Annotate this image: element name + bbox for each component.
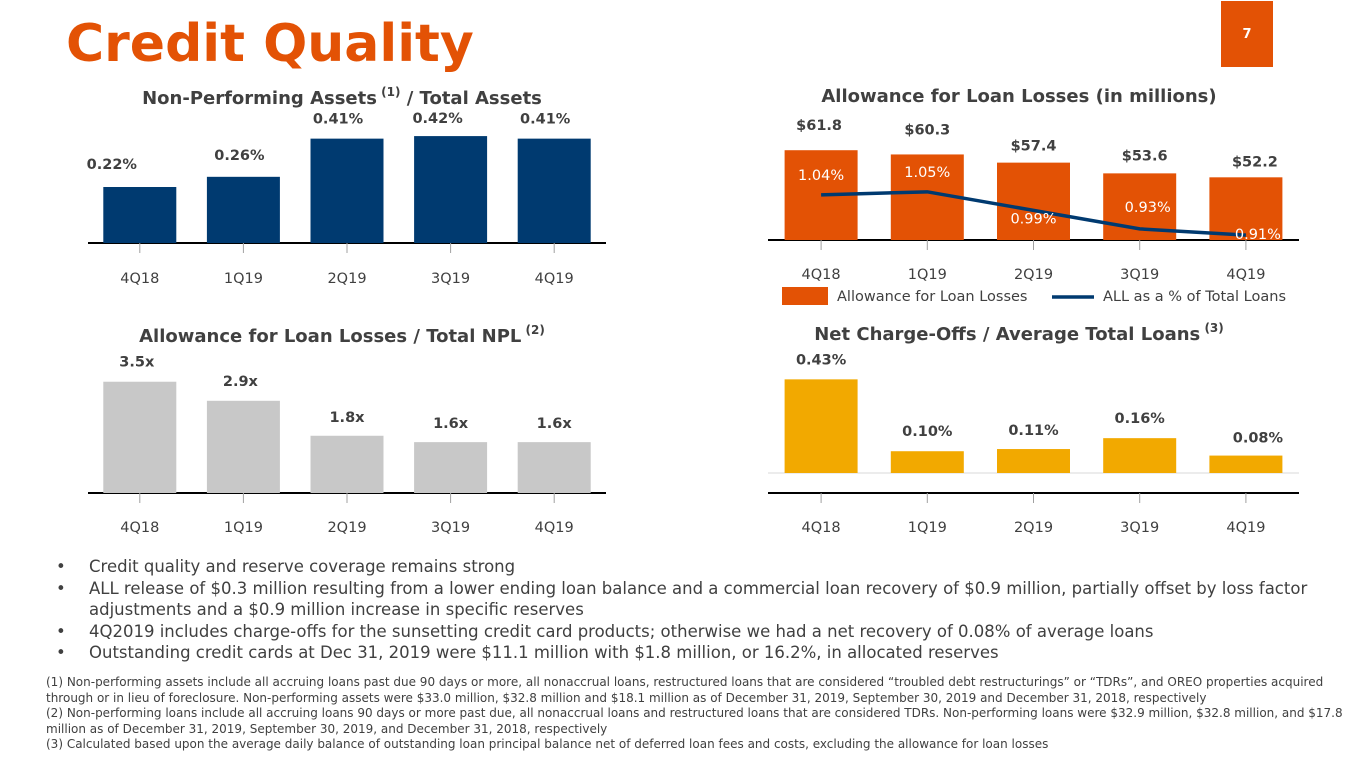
chart-title: Net Charge-Offs / Average Total Loans (3…: [814, 321, 1224, 345]
bar: [517, 138, 591, 243]
x-tick-label: 4Q18: [802, 267, 841, 283]
data-label: 1.6x: [433, 416, 469, 432]
x-tick-label: 2Q19: [1014, 267, 1053, 283]
bar: [310, 435, 384, 493]
data-label: $57.4: [1011, 139, 1057, 155]
x-tick-label: 4Q19: [1226, 520, 1265, 536]
x-tick-label: 4Q19: [1226, 267, 1265, 283]
x-tick-label: 3Q19: [431, 520, 470, 536]
bullet-item: Credit quality and reserve coverage rema…: [54, 556, 1344, 578]
line-data-label: 0.99%: [1010, 211, 1056, 227]
data-label: 0.22%: [87, 157, 138, 173]
legend-swatch-bar: [782, 287, 828, 305]
bar: [1209, 177, 1283, 240]
bar: [1103, 438, 1177, 473]
data-label: 1.6x: [537, 416, 573, 432]
chart-title: Allowance for Loan Losses / Total NPL (2…: [139, 323, 545, 347]
bullet-item: ALL release of $0.3 million resulting fr…: [54, 578, 1344, 621]
bar: [206, 176, 280, 243]
line-data-label: 1.04%: [798, 168, 844, 184]
data-label: 0.26%: [214, 148, 265, 164]
footnotes: (1) Non-performing assets include all ac…: [46, 675, 1346, 753]
data-label: 0.10%: [902, 424, 953, 440]
series-line: [821, 190, 1247, 237]
bullet-list: Credit quality and reserve coverage rema…: [54, 556, 1344, 664]
footnote: (3) Calculated based upon the average da…: [46, 737, 1049, 752]
x-tick-label: 1Q19: [908, 267, 947, 283]
x-tick-label: 4Q18: [802, 520, 841, 536]
bullet-item: 4Q2019 includes charge-offs for the suns…: [54, 621, 1344, 643]
data-label: 0.41%: [520, 112, 571, 128]
x-tick-label: 4Q19: [535, 271, 574, 287]
bar: [784, 379, 858, 473]
data-label: 0.16%: [1115, 411, 1166, 427]
footnote: (1) Non-performing assets include all ac…: [46, 675, 1324, 705]
bar: [517, 442, 591, 493]
bar: [997, 449, 1070, 473]
line-data-label: 1.05%: [904, 165, 950, 181]
x-tick-label: 4Q18: [120, 520, 159, 536]
bar: [310, 138, 384, 243]
data-label: 3.5x: [119, 355, 155, 371]
bar: [103, 381, 177, 493]
chart-title: Non-Performing Assets (1) / Total Assets: [142, 85, 542, 109]
page-number: 7: [1221, 1, 1273, 67]
page-title: Credit Quality: [66, 14, 474, 74]
x-tick-label: 2Q19: [1014, 520, 1053, 536]
x-tick-label: 2Q19: [327, 520, 366, 536]
data-label: $60.3: [904, 122, 950, 138]
bar: [890, 451, 964, 473]
x-tick-label: 3Q19: [431, 271, 470, 287]
x-tick-label: 1Q19: [224, 520, 263, 536]
chart-title: Allowance for Loan Losses (in millions): [821, 86, 1216, 107]
x-tick-label: 1Q19: [908, 520, 947, 536]
bullet-item: Outstanding credit cards at Dec 31, 2019…: [54, 642, 1344, 664]
data-label: 0.41%: [313, 112, 364, 128]
charts-area: Non-Performing Assets (1) / Total Assets…: [87, 85, 1299, 536]
data-label: 1.8x: [329, 410, 365, 426]
x-tick-label: 2Q19: [327, 271, 366, 287]
bar: [414, 136, 488, 243]
data-label: 2.9x: [223, 374, 259, 390]
data-label: 0.42%: [412, 111, 463, 127]
footnote: (2) Non-performing loans include all acc…: [46, 706, 1343, 736]
data-label: $61.8: [796, 118, 842, 134]
x-tick-label: 3Q19: [1120, 520, 1159, 536]
data-label: 0.11%: [1008, 423, 1059, 439]
data-label: 0.43%: [796, 352, 847, 368]
bar: [1209, 455, 1283, 473]
legend-label: ALL as a % of Total Loans: [1103, 289, 1286, 305]
data-label: $52.2: [1232, 154, 1278, 170]
legend-label: Allowance for Loan Losses: [837, 289, 1028, 305]
x-tick-label: 3Q19: [1120, 267, 1159, 283]
line-data-label: 0.91%: [1235, 227, 1281, 243]
x-tick-label: 1Q19: [224, 271, 263, 287]
line-data-label: 0.93%: [1125, 200, 1171, 216]
x-tick-label: 4Q18: [120, 271, 159, 287]
x-tick-label: 4Q19: [535, 520, 574, 536]
bar: [103, 187, 177, 243]
data-label: $53.6: [1122, 148, 1168, 164]
bar: [206, 400, 280, 493]
bar: [414, 442, 488, 493]
data-label: 0.08%: [1233, 431, 1284, 447]
bar: [997, 162, 1070, 240]
